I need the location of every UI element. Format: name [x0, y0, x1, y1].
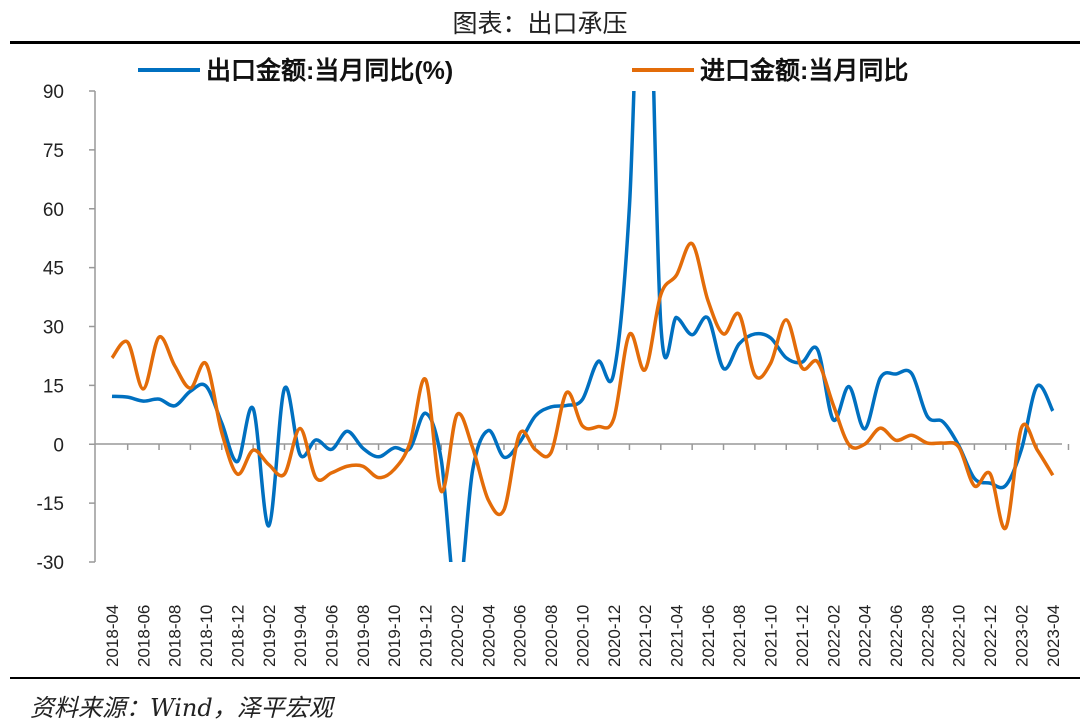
y-tick-label: 0: [53, 435, 64, 456]
top-rule: [10, 41, 1080, 44]
x-tick-label: 2020-02: [448, 605, 467, 667]
x-tick-label: 2021-12: [793, 605, 812, 667]
x-tick-label: 2022-12: [981, 605, 1000, 667]
x-tick-label: 2019-08: [354, 605, 373, 667]
x-tick-label: 2020-08: [542, 605, 561, 667]
bottom-rule: [10, 677, 1080, 679]
series-line-exports: [111, 91, 1055, 562]
y-tick-label: 15: [43, 376, 64, 397]
x-tick-label: 2021-04: [667, 605, 686, 667]
series-line-imports: [110, 241, 1055, 530]
x-tick-label: 2019-04: [291, 605, 310, 667]
y-tick-label: 90: [43, 82, 64, 103]
y-tick-label: 30: [43, 318, 64, 339]
y-tick-label: 60: [43, 200, 64, 221]
x-tick-label: 2018-08: [166, 605, 185, 667]
legend-label: 进口金额:当月同比: [700, 56, 908, 85]
x-tick-label: 2020-12: [605, 605, 624, 667]
x-tick-label: 2022-10: [950, 605, 969, 667]
x-tick-label: 2020-10: [573, 605, 592, 667]
x-tick-label: 2018-04: [103, 605, 122, 667]
legend-label: 出口金额:当月同比(%): [206, 56, 453, 85]
x-tick-label: 2019-12: [417, 605, 436, 667]
y-tick-label: -15: [37, 494, 64, 515]
x-tick-label: 2022-02: [824, 605, 843, 667]
x-tick-label: 2019-06: [323, 605, 342, 667]
source-note: 资料来源：Wind，泽平宏观: [30, 694, 333, 720]
x-tick-label: 2019-10: [385, 605, 404, 667]
x-tick-label: 2018-06: [134, 605, 153, 667]
y-tick-label: -30: [37, 553, 64, 574]
y-tick-label: 45: [43, 259, 64, 280]
x-tick-label: 2019-02: [260, 605, 279, 667]
x-tick-label: 2022-08: [918, 605, 937, 667]
x-tick-label: 2021-10: [762, 605, 781, 667]
x-tick-label: 2020-04: [479, 605, 498, 667]
x-tick-label: 2020-06: [511, 605, 530, 667]
x-tick-label: 2018-10: [197, 605, 216, 667]
x-tick-label: 2023-02: [1012, 605, 1031, 667]
x-tick-label: 2022-06: [887, 605, 906, 667]
x-tick-label: 2022-04: [856, 605, 875, 667]
x-tick-label: 2021-02: [636, 605, 655, 667]
x-tick-label: 2018-12: [228, 605, 247, 667]
y-tick-label: 75: [43, 141, 64, 162]
x-tick-label: 2021-06: [699, 605, 718, 667]
x-tick-label: 2021-08: [730, 605, 749, 667]
x-tick-label: 2023-04: [1044, 605, 1063, 667]
figure-title: 图表：出口承压: [452, 9, 628, 38]
